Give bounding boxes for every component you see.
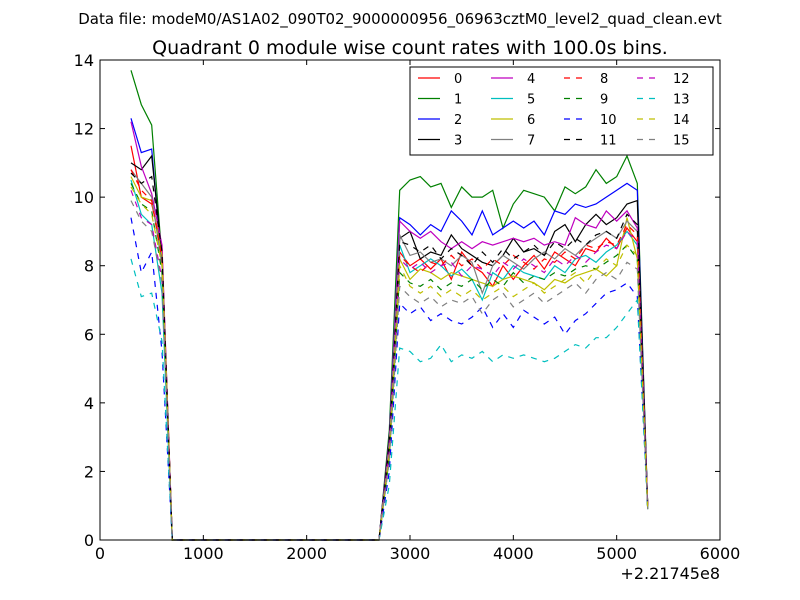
x-tick-label: 4000 [493, 544, 534, 563]
x-axis: 0 1000 2000 3000 4000 5000 6000 [95, 60, 740, 563]
x-tick-label: 3000 [390, 544, 431, 563]
series-line-14 [130, 186, 649, 541]
legend-label: 3 [454, 134, 462, 149]
series-line-15 [130, 200, 649, 541]
x-tick-label: 6000 [700, 544, 741, 563]
legend-label: 12 [673, 72, 690, 87]
legend-label: 4 [527, 72, 535, 87]
legend-label: 1 [454, 93, 462, 108]
legend-box [409, 66, 714, 156]
legend-label: 15 [673, 134, 690, 149]
legend-label: 7 [527, 134, 535, 149]
legend-label: 5 [527, 93, 535, 108]
legend-label: 9 [600, 93, 608, 108]
x-tick-label: 2000 [286, 544, 327, 563]
legend-label: 11 [600, 134, 617, 149]
y-tick-label: 8 [84, 257, 94, 276]
legend-label: 13 [673, 93, 690, 108]
legend-label: 8 [600, 72, 608, 87]
data-file-caption: Data file: modeM0/AS1A02_090T02_90000009… [78, 10, 722, 29]
y-tick-label: 2 [84, 462, 94, 481]
y-tick-label: 12 [74, 120, 94, 139]
y-tick-label: 6 [84, 325, 94, 344]
legend-label: 0 [454, 72, 462, 87]
chart-title: Quadrant 0 module wise count rates with … [152, 37, 668, 59]
x-tick-label: 5000 [596, 544, 637, 563]
series-line-12 [130, 190, 649, 541]
legend-label: 2 [454, 113, 462, 128]
y-tick-label: 10 [74, 188, 94, 207]
legend-label: 14 [673, 113, 690, 128]
y-tick-label: 4 [84, 394, 94, 413]
x-tick-label: 0 [95, 544, 105, 563]
x-offset-label: +2.21745e8 [620, 564, 720, 583]
legend-label: 6 [527, 113, 535, 128]
x-tick-label: 1000 [183, 544, 224, 563]
legend-label: 10 [600, 113, 617, 128]
y-tick-label: 14 [74, 51, 94, 70]
y-tick-label: 0 [84, 531, 94, 550]
